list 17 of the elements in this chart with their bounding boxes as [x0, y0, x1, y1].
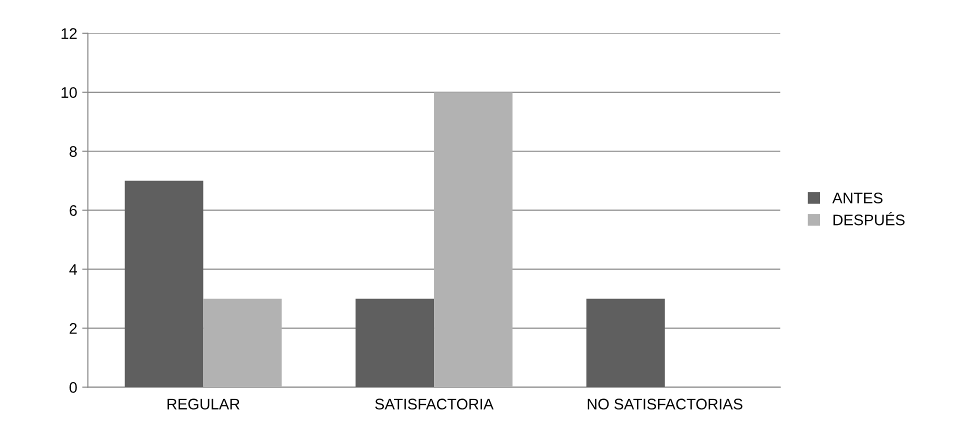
- y-tick-label: 0: [70, 382, 77, 393]
- x-tick-label: REGULAR: [168, 398, 240, 410]
- y-tick-label: 2: [70, 323, 77, 334]
- y-tick-label: 8: [70, 146, 77, 157]
- y-tick-label: 6: [70, 205, 77, 216]
- bar: [124, 180, 204, 388]
- y-tick-label: 12: [62, 28, 77, 39]
- y-tick-label: 4: [69, 264, 77, 275]
- bar: [586, 298, 665, 388]
- x-tick-label: SATISFACTORIA: [375, 398, 494, 410]
- y-tick-label: 10: [62, 87, 77, 98]
- bar: [434, 92, 513, 388]
- legend-label: DESPUÉS: [834, 212, 905, 226]
- legend-label: ANTES: [832, 192, 883, 204]
- bar: [203, 298, 282, 388]
- x-tick-label: NO SATISFACTORIAS: [588, 398, 742, 410]
- bar: [356, 298, 434, 388]
